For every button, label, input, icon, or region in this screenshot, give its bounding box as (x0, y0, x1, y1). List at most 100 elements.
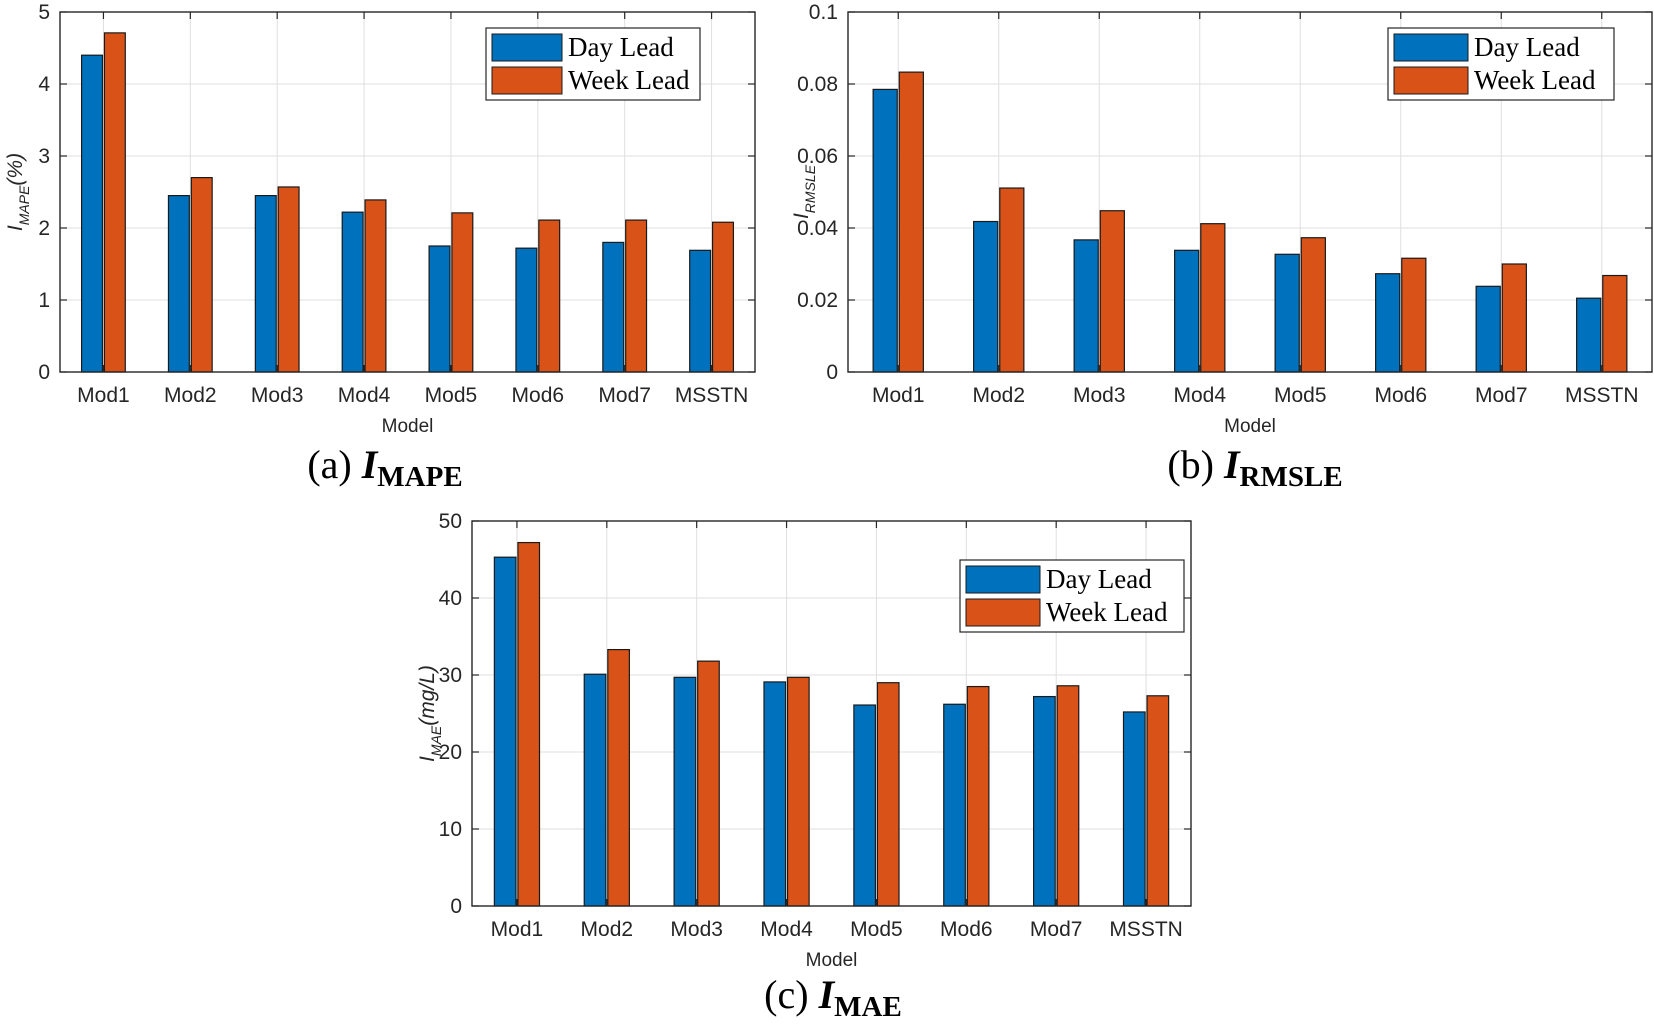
y-tick-label: 0.06 (797, 145, 838, 168)
y-axis-title-main: I (790, 213, 813, 219)
legend-swatch-day-lead (965, 565, 1041, 594)
bar-week-lead-mod5 (1300, 237, 1326, 373)
bar-week-lead-mod1 (103, 32, 126, 373)
legend-label-week-lead: Week Lead (1046, 597, 1168, 627)
x-tick-label: Mod5 (1274, 384, 1327, 407)
bar-week-lead-mod2 (607, 648, 630, 907)
x-tick-label: Mod5 (425, 384, 478, 407)
chart-a: 0 1 2 3 4 5 Mod1 Mod2 Mod3 Mod4 Mod5 Mod6 Mod7 MSSTN M… (4, 1, 756, 493)
bar-week-lead-mod1 (517, 541, 541, 907)
caption-symbol: I (1223, 442, 1241, 487)
legend-swatch-week-lead (491, 66, 563, 95)
caption-prefix: (c) (764, 972, 818, 1017)
bar-day-lead-mod6 (515, 247, 538, 373)
x-tick-label: Mod4 (760, 918, 813, 941)
bars (493, 541, 1170, 907)
ticks: 0 10 20 30 40 50 Mod1 Mod2 Mod3 Mod4 Mod5 Mod6 Mod7 M… (439, 510, 1191, 941)
bar-day-lead-mod4 (341, 211, 364, 373)
x-tick-label: Mod7 (1475, 384, 1528, 407)
x-tick-label: Mod1 (77, 384, 130, 407)
x-axis-title: Model (1224, 416, 1276, 437)
legend-swatch-day-lead (1393, 33, 1469, 62)
y-tick-label: 2 (38, 217, 50, 240)
y-tick-label: 0 (450, 895, 462, 918)
y-tick-label: 3 (38, 145, 50, 168)
bar-day-lead-mod1 (872, 88, 898, 373)
legend-swatch-week-lead (965, 598, 1041, 627)
y-axis-title: IMAE(mg/L) (416, 665, 444, 762)
caption-b: (b) IRMSLE (1167, 442, 1342, 493)
bar-week-lead-mod7 (1056, 685, 1080, 907)
bar-week-lead-mod3 (277, 186, 300, 373)
y-tick-label: 5 (38, 1, 50, 24)
caption-symbol: I (818, 972, 836, 1017)
y-tick-label: 30 (439, 664, 462, 687)
y-axis-title-main: I (4, 225, 27, 231)
bar-day-lead-mod3 (1073, 239, 1099, 373)
y-axis-title-subscript: RMSLE (802, 164, 818, 213)
bar-week-lead-msstn (1146, 695, 1170, 907)
x-tick-label: MSSTN (1565, 384, 1639, 407)
y-tick-label: 0.04 (797, 217, 838, 240)
bar-day-lead-mod6 (1375, 273, 1401, 373)
x-tick-label: Mod6 (1374, 384, 1427, 407)
x-tick-label: Mod4 (338, 384, 391, 407)
bar-week-lead-mod1 (898, 71, 924, 373)
bar-day-lead-mod2 (167, 195, 190, 373)
y-axis-title: IRMSLE (790, 164, 818, 219)
bar-week-lead-mod6 (966, 685, 990, 907)
legend-swatch-day-lead (491, 33, 563, 62)
y-tick-label: 0.08 (797, 73, 838, 96)
bar-week-lead-mod5 (876, 682, 900, 907)
x-tick-label: Mod2 (164, 384, 217, 407)
axes-frame (59, 11, 756, 373)
bar-day-lead-mod5 (853, 704, 877, 907)
bar-day-lead-msstn (689, 249, 712, 373)
bar-day-lead-mod4 (763, 681, 787, 907)
bar-week-lead-mod6 (538, 219, 561, 373)
y-axis-title-subscript: MAPE (16, 185, 32, 225)
y-axis-title-subscript: MAE (428, 725, 444, 756)
y-tick-label: 0 (826, 361, 838, 384)
bar-day-lead-msstn (1122, 711, 1146, 907)
y-tick-label: 20 (439, 741, 462, 764)
caption-c: (c) IMAE (764, 972, 902, 1023)
bar-day-lead-mod2 (583, 673, 607, 907)
x-tick-label: Mod3 (251, 384, 304, 407)
caption-prefix: (b) (1167, 442, 1224, 487)
bar-day-lead-mod2 (973, 220, 999, 373)
bar-week-lead-mod4 (1200, 223, 1226, 373)
x-tick-label: Mod7 (1030, 918, 1083, 941)
x-tick-label: Mod4 (1173, 384, 1226, 407)
bar-day-lead-mod7 (1475, 285, 1501, 373)
x-tick-label: Mod7 (598, 384, 651, 407)
legend-label-day-lead: Day Lead (1046, 564, 1152, 594)
y-tick-label: 10 (439, 818, 462, 841)
bar-day-lead-mod5 (1274, 253, 1300, 373)
y-tick-label: 40 (439, 587, 462, 610)
y-axis-title-main: I (416, 756, 439, 762)
bar-week-lead-mod3 (1099, 210, 1125, 373)
bar-week-lead-msstn (711, 221, 735, 373)
x-tick-label: Mod2 (972, 384, 1025, 407)
y-axis-title: IMAPE(%) (4, 153, 32, 231)
bar-day-lead-mod7 (602, 241, 625, 373)
x-tick-label: Mod1 (491, 918, 544, 941)
caption-a: (a) IMAPE (307, 442, 462, 493)
y-axis-title-unit: (%) (4, 153, 27, 186)
y-axis-title-unit: (mg/L) (416, 665, 439, 726)
x-tick-label: Mod5 (850, 918, 903, 941)
x-tick-label: Mod3 (1073, 384, 1126, 407)
bar-day-lead-mod1 (493, 556, 517, 907)
x-axis-title: Model (806, 950, 858, 971)
y-tick-label: 50 (439, 510, 462, 533)
legend-label-week-lead: Week Lead (1474, 65, 1596, 95)
bar-day-lead-mod3 (673, 676, 697, 907)
caption-symbol: I (361, 442, 379, 487)
legend-swatch-week-lead (1393, 66, 1469, 95)
x-tick-label: Mod6 (940, 918, 993, 941)
